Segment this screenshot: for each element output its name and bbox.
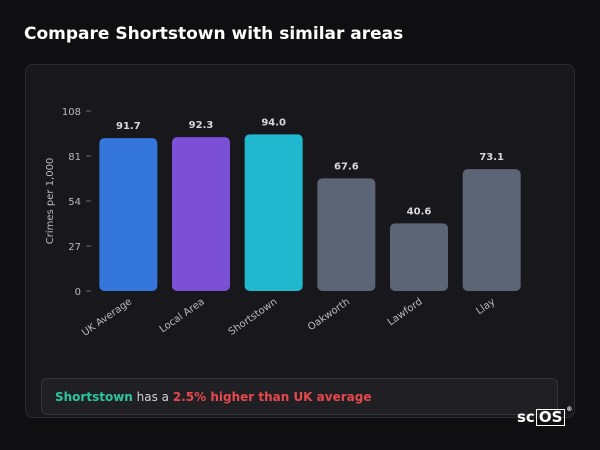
data-label: 73.1 bbox=[479, 152, 504, 163]
bar bbox=[317, 178, 376, 291]
x-tick-label: Local Area bbox=[158, 296, 207, 335]
logo-text-b: OS bbox=[535, 408, 566, 426]
data-label: 94.0 bbox=[261, 117, 286, 128]
summary-text: has a bbox=[132, 389, 173, 404]
y-tick-label: 54 bbox=[68, 197, 81, 208]
logo-registered-mark: ® bbox=[566, 405, 573, 413]
bar bbox=[462, 169, 521, 291]
data-label: 40.6 bbox=[407, 206, 432, 217]
logo-text-a: sc bbox=[517, 408, 535, 426]
data-label: 91.7 bbox=[116, 121, 141, 132]
page-title: Compare Shortstown with similar areas bbox=[24, 24, 404, 44]
x-tick-label: Lawford bbox=[386, 296, 425, 328]
y-tick-label: 27 bbox=[68, 242, 81, 253]
y-tick-label: 81 bbox=[68, 152, 81, 163]
data-label: 92.3 bbox=[189, 120, 214, 131]
summary-place: Shortstown bbox=[55, 389, 133, 404]
y-tick-label: 108 bbox=[62, 107, 81, 118]
comparison-summary: Shortstown has a 2.5% higher than UK ave… bbox=[41, 378, 558, 415]
bar bbox=[99, 138, 158, 291]
x-tick-label: Oakworth bbox=[306, 296, 352, 333]
bar bbox=[244, 134, 303, 291]
summary-difference: 2.5% higher than UK average bbox=[172, 389, 372, 404]
bar bbox=[390, 223, 448, 291]
bar bbox=[172, 137, 230, 291]
brand-logo: sc OS ® bbox=[517, 405, 573, 427]
data-label: 67.6 bbox=[334, 161, 359, 172]
y-axis-label: Crimes per 1,000 bbox=[45, 158, 56, 245]
x-tick-label: Shortstown bbox=[227, 296, 280, 337]
x-tick-label: Llay bbox=[474, 296, 497, 317]
x-tick-label: UK Average bbox=[80, 296, 134, 338]
y-tick-label: 0 bbox=[75, 287, 81, 298]
